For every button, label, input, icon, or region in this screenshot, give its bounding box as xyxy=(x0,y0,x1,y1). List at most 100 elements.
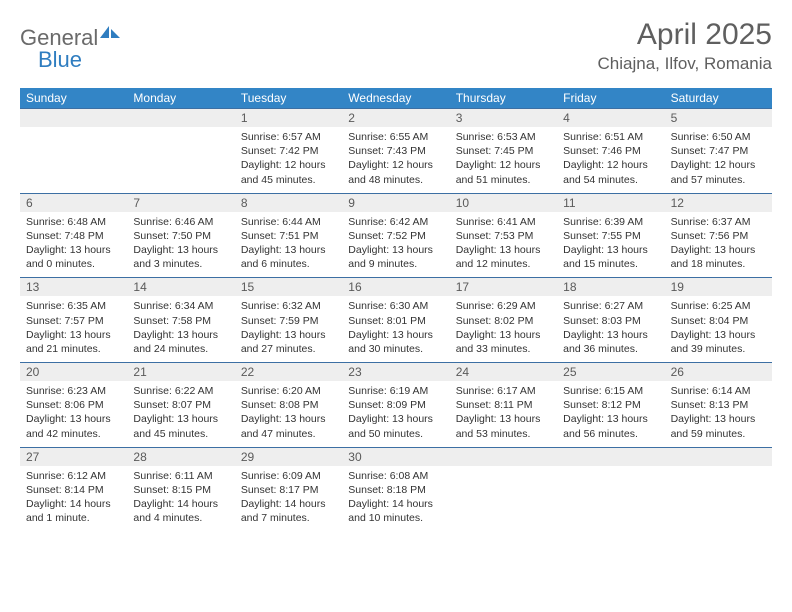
day-body: Sunrise: 6:17 AMSunset: 8:11 PMDaylight:… xyxy=(450,381,557,447)
sunrise-text: Sunrise: 6:42 AM xyxy=(348,215,443,229)
sunrise-text: Sunrise: 6:09 AM xyxy=(241,469,336,483)
dow-wednesday: Wednesday xyxy=(342,88,449,108)
day-body: Sunrise: 6:22 AMSunset: 8:07 PMDaylight:… xyxy=(127,381,234,447)
week-row: 27Sunrise: 6:12 AMSunset: 8:14 PMDayligh… xyxy=(20,447,772,532)
sunset-text: Sunset: 7:59 PM xyxy=(241,314,336,328)
sunset-text: Sunset: 8:07 PM xyxy=(133,398,228,412)
sunset-text: Sunset: 7:45 PM xyxy=(456,144,551,158)
daylight-text: Daylight: 12 hours and 48 minutes. xyxy=(348,158,443,186)
day-cell: 29Sunrise: 6:09 AMSunset: 8:17 PMDayligh… xyxy=(235,447,342,532)
day-number-bar: 18 xyxy=(557,277,664,296)
day-body: Sunrise: 6:46 AMSunset: 7:50 PMDaylight:… xyxy=(127,212,234,278)
sunrise-text: Sunrise: 6:53 AM xyxy=(456,130,551,144)
day-number-bar: 10 xyxy=(450,193,557,212)
sunrise-text: Sunrise: 6:55 AM xyxy=(348,130,443,144)
day-body: Sunrise: 6:42 AMSunset: 7:52 PMDaylight:… xyxy=(342,212,449,278)
day-body: Sunrise: 6:55 AMSunset: 7:43 PMDaylight:… xyxy=(342,127,449,193)
day-body: Sunrise: 6:53 AMSunset: 7:45 PMDaylight:… xyxy=(450,127,557,193)
day-body: Sunrise: 6:20 AMSunset: 8:08 PMDaylight:… xyxy=(235,381,342,447)
day-number-bar: 19 xyxy=(665,277,772,296)
day-body: Sunrise: 6:37 AMSunset: 7:56 PMDaylight:… xyxy=(665,212,772,278)
sunset-text: Sunset: 8:03 PM xyxy=(563,314,658,328)
day-number-bar: 27 xyxy=(20,447,127,466)
day-number-bar: 8 xyxy=(235,193,342,212)
daylight-text: Daylight: 13 hours and 18 minutes. xyxy=(671,243,766,271)
day-cell: 6Sunrise: 6:48 AMSunset: 7:48 PMDaylight… xyxy=(20,193,127,278)
day-cell: 5Sunrise: 6:50 AMSunset: 7:47 PMDaylight… xyxy=(665,108,772,193)
sunrise-text: Sunrise: 6:50 AM xyxy=(671,130,766,144)
sunset-text: Sunset: 7:52 PM xyxy=(348,229,443,243)
sunrise-text: Sunrise: 6:17 AM xyxy=(456,384,551,398)
title-month-year: April 2025 xyxy=(598,18,773,52)
sunset-text: Sunset: 7:58 PM xyxy=(133,314,228,328)
day-body: Sunrise: 6:27 AMSunset: 8:03 PMDaylight:… xyxy=(557,296,664,362)
day-body: Sunrise: 6:08 AMSunset: 8:18 PMDaylight:… xyxy=(342,466,449,532)
day-cell: 13Sunrise: 6:35 AMSunset: 7:57 PMDayligh… xyxy=(20,277,127,362)
day-number-bar: 24 xyxy=(450,362,557,381)
day-cell: 18Sunrise: 6:27 AMSunset: 8:03 PMDayligh… xyxy=(557,277,664,362)
day-number-bar: 16 xyxy=(342,277,449,296)
day-cell: 11Sunrise: 6:39 AMSunset: 7:55 PMDayligh… xyxy=(557,193,664,278)
sunrise-text: Sunrise: 6:27 AM xyxy=(563,299,658,313)
sunset-text: Sunset: 7:57 PM xyxy=(26,314,121,328)
day-number-bar: 25 xyxy=(557,362,664,381)
sunset-text: Sunset: 8:01 PM xyxy=(348,314,443,328)
daylight-text: Daylight: 13 hours and 36 minutes. xyxy=(563,328,658,356)
day-number-bar: 30 xyxy=(342,447,449,466)
daylight-text: Daylight: 13 hours and 15 minutes. xyxy=(563,243,658,271)
weeks-container: 1Sunrise: 6:57 AMSunset: 7:42 PMDaylight… xyxy=(20,108,772,531)
day-cell: 17Sunrise: 6:29 AMSunset: 8:02 PMDayligh… xyxy=(450,277,557,362)
daylight-text: Daylight: 13 hours and 3 minutes. xyxy=(133,243,228,271)
daylight-text: Daylight: 13 hours and 0 minutes. xyxy=(26,243,121,271)
sunrise-text: Sunrise: 6:11 AM xyxy=(133,469,228,483)
title-location: Chiajna, Ilfov, Romania xyxy=(598,54,773,74)
day-cell: 14Sunrise: 6:34 AMSunset: 7:58 PMDayligh… xyxy=(127,277,234,362)
sunset-text: Sunset: 8:09 PM xyxy=(348,398,443,412)
sunrise-text: Sunrise: 6:32 AM xyxy=(241,299,336,313)
day-number-bar: 2 xyxy=(342,108,449,127)
week-row: 6Sunrise: 6:48 AMSunset: 7:48 PMDaylight… xyxy=(20,193,772,278)
page-header: GeneralBlue April 2025 Chiajna, Ilfov, R… xyxy=(20,18,772,74)
day-number-bar: 20 xyxy=(20,362,127,381)
day-body: Sunrise: 6:14 AMSunset: 8:13 PMDaylight:… xyxy=(665,381,772,447)
day-cell: 28Sunrise: 6:11 AMSunset: 8:15 PMDayligh… xyxy=(127,447,234,532)
day-number-bar: 21 xyxy=(127,362,234,381)
sunset-text: Sunset: 7:56 PM xyxy=(671,229,766,243)
day-body: Sunrise: 6:09 AMSunset: 8:17 PMDaylight:… xyxy=(235,466,342,532)
daylight-text: Daylight: 14 hours and 4 minutes. xyxy=(133,497,228,525)
brand-logo: GeneralBlue xyxy=(20,18,122,73)
sunrise-text: Sunrise: 6:12 AM xyxy=(26,469,121,483)
daylight-text: Daylight: 13 hours and 30 minutes. xyxy=(348,328,443,356)
sunrise-text: Sunrise: 6:14 AM xyxy=(671,384,766,398)
daylight-text: Daylight: 13 hours and 45 minutes. xyxy=(133,412,228,440)
sunset-text: Sunset: 7:43 PM xyxy=(348,144,443,158)
daylight-text: Daylight: 13 hours and 47 minutes. xyxy=(241,412,336,440)
sunrise-text: Sunrise: 6:41 AM xyxy=(456,215,551,229)
day-cell: 9Sunrise: 6:42 AMSunset: 7:52 PMDaylight… xyxy=(342,193,449,278)
week-row: 20Sunrise: 6:23 AMSunset: 8:06 PMDayligh… xyxy=(20,362,772,447)
daylight-text: Daylight: 14 hours and 10 minutes. xyxy=(348,497,443,525)
day-body: Sunrise: 6:23 AMSunset: 8:06 PMDaylight:… xyxy=(20,381,127,447)
day-cell: 7Sunrise: 6:46 AMSunset: 7:50 PMDaylight… xyxy=(127,193,234,278)
day-cell: 19Sunrise: 6:25 AMSunset: 8:04 PMDayligh… xyxy=(665,277,772,362)
day-number-bar: 7 xyxy=(127,193,234,212)
day-number-bar: 4 xyxy=(557,108,664,127)
sunrise-text: Sunrise: 6:19 AM xyxy=(348,384,443,398)
dow-thursday: Thursday xyxy=(450,88,557,108)
sunrise-text: Sunrise: 6:15 AM xyxy=(563,384,658,398)
day-cell xyxy=(450,447,557,532)
daylight-text: Daylight: 14 hours and 1 minute. xyxy=(26,497,121,525)
dow-friday: Friday xyxy=(557,88,664,108)
day-cell: 27Sunrise: 6:12 AMSunset: 8:14 PMDayligh… xyxy=(20,447,127,532)
calendar-grid: Sunday Monday Tuesday Wednesday Thursday… xyxy=(20,88,772,531)
sunset-text: Sunset: 8:18 PM xyxy=(348,483,443,497)
day-body: Sunrise: 6:30 AMSunset: 8:01 PMDaylight:… xyxy=(342,296,449,362)
day-number-bar: 3 xyxy=(450,108,557,127)
sunset-text: Sunset: 7:47 PM xyxy=(671,144,766,158)
day-cell: 24Sunrise: 6:17 AMSunset: 8:11 PMDayligh… xyxy=(450,362,557,447)
day-number-bar xyxy=(20,108,127,127)
day-cell: 10Sunrise: 6:41 AMSunset: 7:53 PMDayligh… xyxy=(450,193,557,278)
day-number-bar: 14 xyxy=(127,277,234,296)
daylight-text: Daylight: 13 hours and 21 minutes. xyxy=(26,328,121,356)
day-number-bar: 1 xyxy=(235,108,342,127)
